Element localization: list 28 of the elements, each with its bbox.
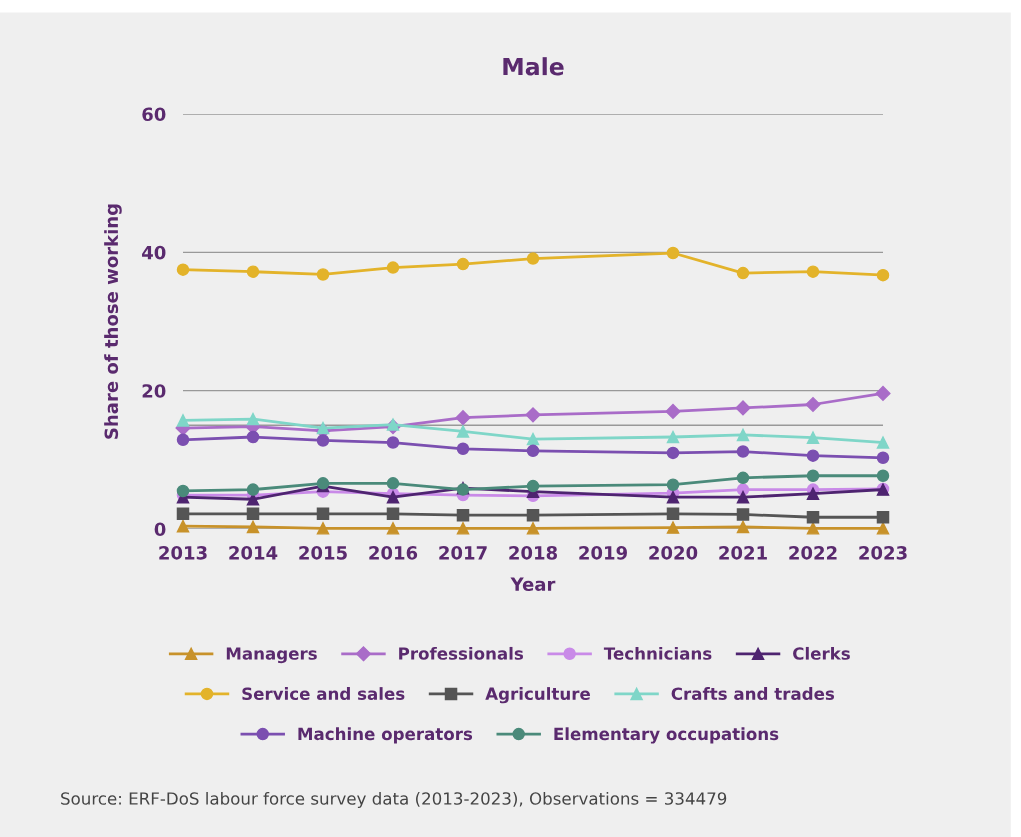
x-tick-label: 2013	[159, 545, 207, 560]
y-tick-label: 60	[142, 107, 166, 122]
chart-title: Male	[503, 57, 564, 76]
legend-label: Technicians	[603, 646, 712, 660]
x-tick-label: 2017	[439, 545, 487, 560]
x-tick-label: 2020	[649, 545, 698, 560]
x-tick-label: 2019	[579, 545, 627, 560]
y-tick-label: 40	[142, 245, 166, 260]
x-axis-title: Year	[510, 577, 556, 592]
legend-label: Professionals	[399, 646, 524, 660]
legend-label: Agriculture	[485, 687, 590, 704]
legend-label: Crafts and trades	[671, 687, 835, 701]
x-tick-label: 2022	[789, 545, 837, 560]
y-tick-label: 0	[154, 522, 166, 537]
y-tick-label: 20	[142, 384, 166, 398]
legend-label: Elementary occupations	[554, 727, 779, 744]
legend-label: Machine operators	[298, 727, 473, 744]
source-note: Source: ERF-DoS labour force survey data (2013-2023), Observations = 334479	[61, 791, 727, 809]
x-tick-label: 2021	[719, 545, 767, 560]
x-tick-label: 2015	[299, 545, 347, 560]
x-tick-label: 2014	[229, 545, 278, 560]
y-axis-title: Share of those working	[104, 204, 122, 439]
x-tick-label: 2018	[509, 545, 558, 560]
legend-label: Managers	[226, 647, 317, 664]
x-tick-label: 2023	[859, 545, 907, 560]
legend-label: Clerks	[793, 646, 850, 660]
legend-label: Service and sales	[242, 687, 405, 701]
x-tick-label: 2016	[369, 545, 418, 560]
